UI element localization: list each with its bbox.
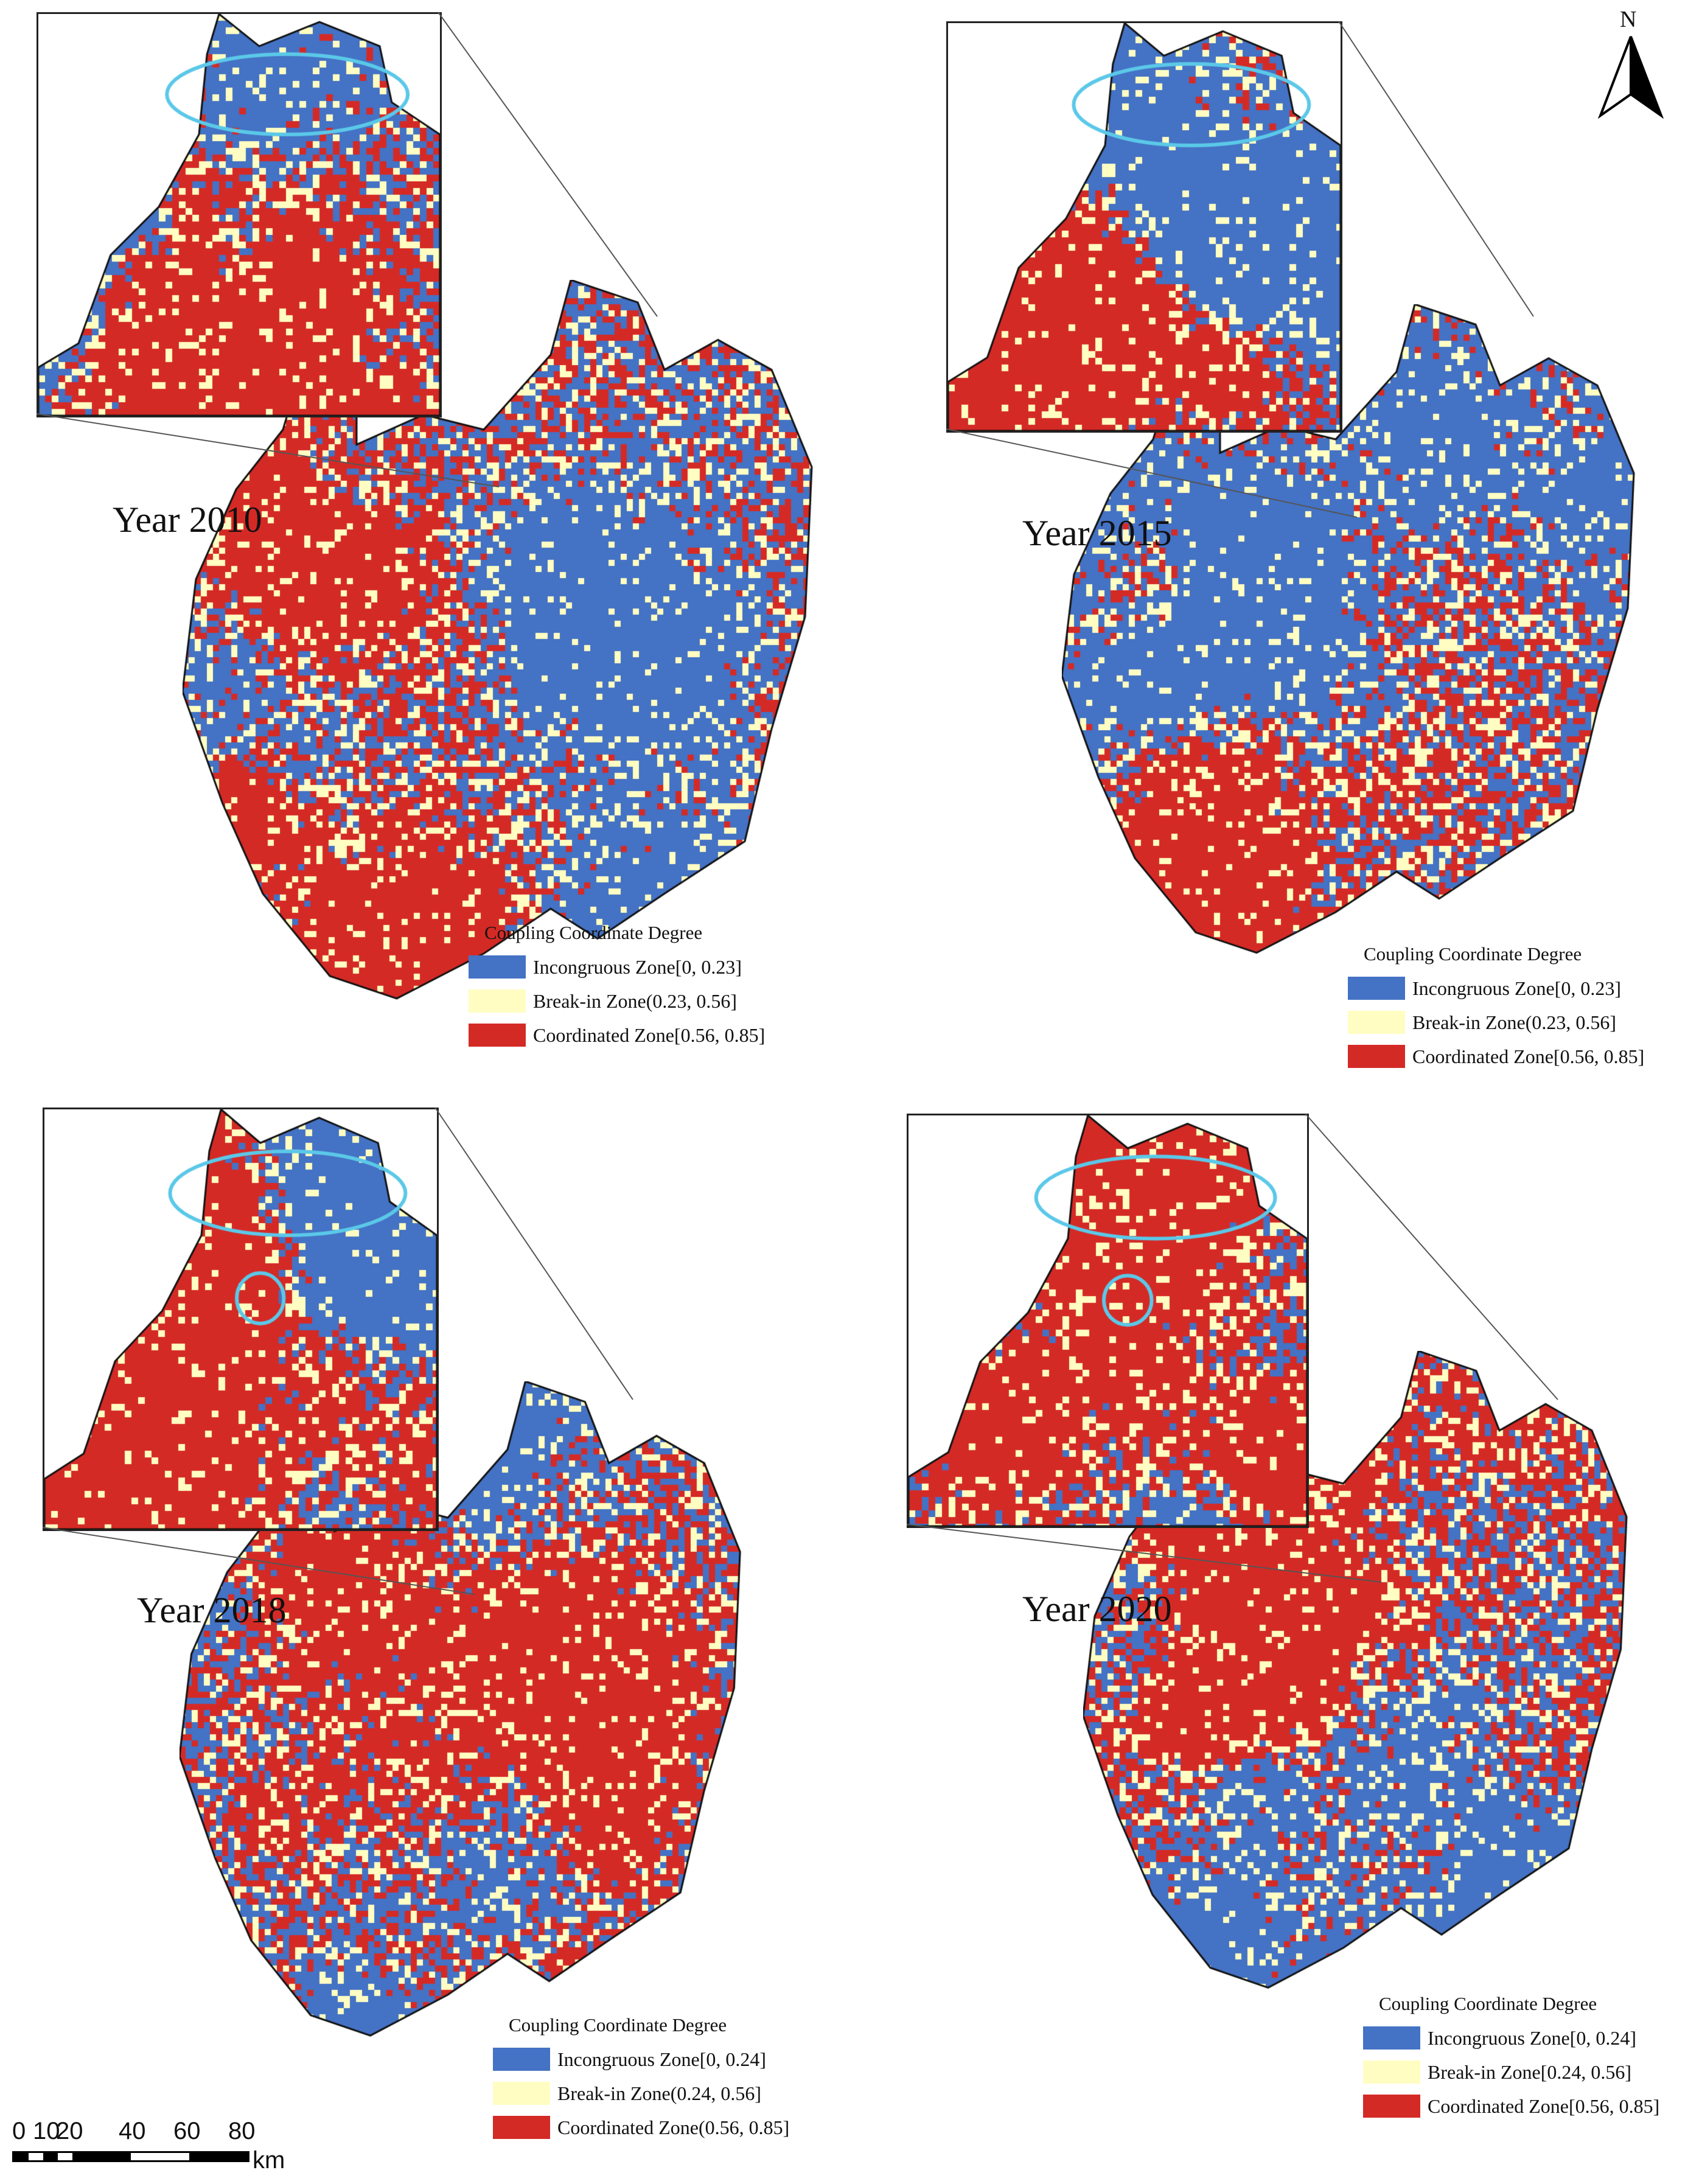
legend-swatch-break-in [1348,1011,1405,1034]
legend-label: Incongruous Zone[0, 0.24] [1428,2026,1637,2049]
legend-swatch-coordinated [469,1024,526,1047]
legend-item-break-in: Break-in Zone(0.24, 0.56] [493,2076,789,2110]
scale-tick: 40 [119,2118,146,2144]
legend-label: Break-in Zone(0.23, 0.56] [1412,1011,1617,1033]
legend-label: Coordinated Zone[0.56, 0.85] [533,1024,766,1046]
legend-label: Incongruous Zone[0, 0.23] [1412,977,1622,999]
legend-item-break-in: Break-in Zone[0.24, 0.56] [1363,2055,1659,2089]
connector-line [434,1107,633,1400]
legend-item-break-in: Break-in Zone(0.23, 0.56] [1348,1005,1644,1039]
legend-2020: Coupling Coordinate Degree Incongruous Z… [1363,1993,1659,2123]
legend-item-coordinated: Coordinated Zone[0.56, 0.85] [1348,1039,1644,1073]
north-label: N [1620,7,1637,32]
legend-swatch-incongruous [493,2048,550,2071]
legend-item-coordinated: Coordinated Zone[0.56, 0.85] [469,1018,765,1052]
legend-label: Break-in Zone[0.24, 0.56] [1428,2060,1632,2083]
legend-swatch-coordinated [1348,1045,1405,1068]
legend-label: Incongruous Zone[0, 0.23] [533,955,742,978]
inset-map-2010 [37,12,442,417]
legend-swatch-incongruous [1363,2026,1420,2050]
legend-swatch-coordinated [1363,2095,1420,2118]
legend-item-incongruous: Incongruous Zone[0, 0.23] [1348,971,1644,1005]
legend-label: Coordinated Zone[0.56, 0.85] [1428,2095,1660,2117]
scale-tick: 20 [56,2118,83,2144]
legend-swatch-break-in [493,2082,550,2105]
scale-tick: 10 [33,2118,60,2144]
year-label-2010: Year 2010 [113,500,262,540]
legend-label: Coordinated Zone(0.56, 0.85] [557,2116,790,2138]
legend-label: Break-in Zone(0.24, 0.56] [557,2082,762,2104]
legend-label: Coordinated Zone[0.56, 0.85] [1412,1045,1645,1067]
north-arrow-icon [1597,36,1664,119]
legend-label: Incongruous Zone[0, 0.24] [557,2048,767,2070]
legend-2010: Coupling Coordinate Degree Incongruous Z… [469,922,765,1052]
legend-item-incongruous: Incongruous Zone[0, 0.24] [493,2042,789,2076]
north-arrow: N [1594,6,1667,119]
scale-bar-graphic [12,2151,249,2162]
year-label-2015: Year 2015 [1022,513,1172,553]
legend-title: Coupling Coordinate Degree [1379,1993,1597,2014]
scale-bar: 0 10 20 40 60 80 km [12,2118,304,2182]
scale-unit: km [253,2147,285,2174]
legend-title: Coupling Coordinate Degree [509,2014,727,2036]
year-label-2020: Year 2020 [1022,1589,1172,1629]
legend-2015: Coupling Coordinate Degree Incongruous Z… [1348,943,1644,1073]
legend-item-break-in: Break-in Zone(0.23, 0.56] [469,984,765,1018]
legend-swatch-coordinated [493,2116,550,2139]
legend-title: Coupling Coordinate Degree [1364,943,1582,965]
legend-item-incongruous: Incongruous Zone[0, 0.24] [1363,2021,1659,2055]
scale-tick: 80 [228,2118,256,2144]
legend-item-coordinated: Coordinated Zone[0.56, 0.85] [1363,2089,1659,2123]
legend-item-coordinated: Coordinated Zone(0.56, 0.85] [493,2110,789,2144]
connector-line [438,12,658,317]
scale-tick: 60 [173,2118,201,2144]
inset-map-2015 [946,21,1342,433]
legend-swatch-incongruous [469,955,526,979]
inset-map-2018 [43,1108,439,1531]
legend-swatch-break-in [1363,2060,1420,2084]
legend-2018: Coupling Coordinate Degree Incongruous Z… [493,2014,789,2144]
legend-item-incongruous: Incongruous Zone[0, 0.23] [469,950,765,984]
year-label-2018: Year 2018 [137,1590,287,1630]
connector-line [1338,21,1534,317]
legend-title: Coupling Coordinate Degree [484,922,703,943]
inset-map-2020 [907,1114,1309,1528]
legend-swatch-break-in [469,989,526,1013]
legend-swatch-incongruous [1348,977,1405,1000]
scale-tick: 0 [12,2118,26,2144]
legend-label: Break-in Zone(0.23, 0.56] [533,989,738,1012]
